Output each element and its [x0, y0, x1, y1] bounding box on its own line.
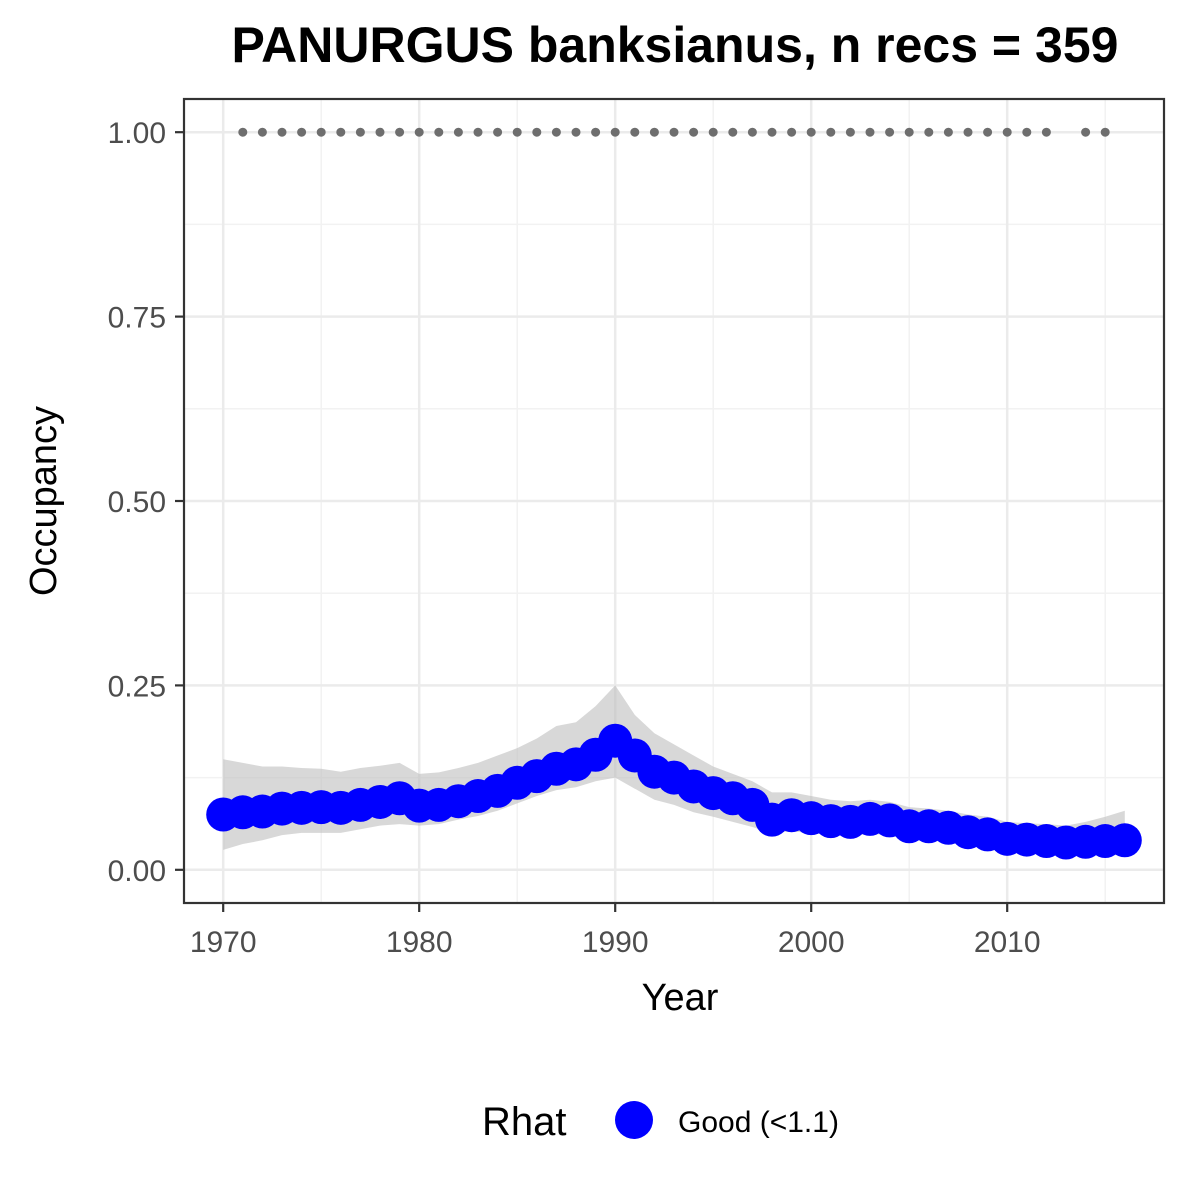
- rhat-dot: [767, 127, 777, 137]
- x-tick-label: 2000: [778, 926, 845, 959]
- rhat-dot: [493, 127, 503, 137]
- x-tick-label: 2010: [974, 926, 1041, 959]
- rhat-dot: [669, 127, 679, 137]
- rhat-dot: [375, 127, 385, 137]
- rhat-dot: [512, 127, 522, 137]
- occupancy-point: [1107, 823, 1142, 858]
- y-axis-title: Occupancy: [23, 406, 65, 596]
- rhat-dot: [257, 127, 267, 137]
- occupancy-points: [206, 723, 1142, 860]
- rhat-dot: [336, 127, 346, 137]
- rhat-dot: [708, 127, 718, 137]
- rhat-dot: [963, 127, 973, 137]
- rhat-dot: [473, 127, 483, 137]
- y-tick-label: 1.00: [108, 117, 166, 150]
- rhat-dot: [355, 127, 365, 137]
- rhat-dot: [904, 127, 914, 137]
- rhat-dot: [1002, 127, 1012, 137]
- rhat-dot: [551, 127, 561, 137]
- rhat-dot: [238, 127, 248, 137]
- rhat-dot: [277, 127, 287, 137]
- rhat-dot: [787, 127, 797, 137]
- legend-key-good: [615, 1101, 653, 1139]
- rhat-dot: [434, 127, 444, 137]
- rhat-dot: [747, 127, 757, 137]
- rhat-dot: [630, 127, 640, 137]
- x-tick-label: 1980: [386, 926, 453, 959]
- legend-label-good: Good (<1.1): [678, 1106, 839, 1139]
- rhat-dot: [297, 127, 307, 137]
- rhat-dot: [414, 127, 424, 137]
- x-tick-label: 1990: [582, 926, 649, 959]
- rhat-dot: [316, 127, 326, 137]
- rhat-dot: [395, 127, 405, 137]
- y-tick-label: 0.25: [108, 670, 166, 703]
- x-axis-title: Year: [642, 977, 719, 1019]
- rhat-dot: [943, 127, 953, 137]
- y-tick-label: 0.75: [108, 302, 166, 335]
- rhat-dot: [1100, 127, 1110, 137]
- rhat-dot: [1041, 127, 1051, 137]
- rhat-dot: [532, 127, 542, 137]
- rhat-dot: [1022, 127, 1032, 137]
- plot-panel: [182, 97, 1166, 905]
- rhat-dot: [453, 127, 463, 137]
- rhat-dot: [826, 127, 836, 137]
- y-tick-label: 0.00: [108, 855, 166, 888]
- rhat-dot: [728, 127, 738, 137]
- rhat-dot: [845, 127, 855, 137]
- rhat-dot: [1081, 127, 1091, 137]
- rhat-dot: [885, 127, 895, 137]
- x-axis: 1970 1980 1990 2000 2010: [190, 903, 1041, 959]
- rhat-dot: [806, 127, 816, 137]
- rhat-dot: [983, 127, 993, 137]
- rhat-dot: [571, 127, 581, 137]
- rhat-dots: [238, 127, 1110, 137]
- legend: Rhat Good (<1.1): [482, 1100, 839, 1144]
- x-tick-label: 1970: [190, 926, 257, 959]
- rhat-dot: [924, 127, 934, 137]
- rhat-dot: [649, 127, 659, 137]
- y-axis: 0.00 0.25 0.50 0.75 1.00: [108, 117, 184, 888]
- chart-title: PANURGUS banksianus, n recs = 359: [232, 17, 1119, 73]
- rhat-dot: [865, 127, 875, 137]
- legend-title: Rhat: [482, 1100, 567, 1144]
- rhat-dot: [591, 127, 601, 137]
- y-tick-label: 0.50: [108, 486, 166, 519]
- rhat-dot: [689, 127, 699, 137]
- rhat-dot: [610, 127, 620, 137]
